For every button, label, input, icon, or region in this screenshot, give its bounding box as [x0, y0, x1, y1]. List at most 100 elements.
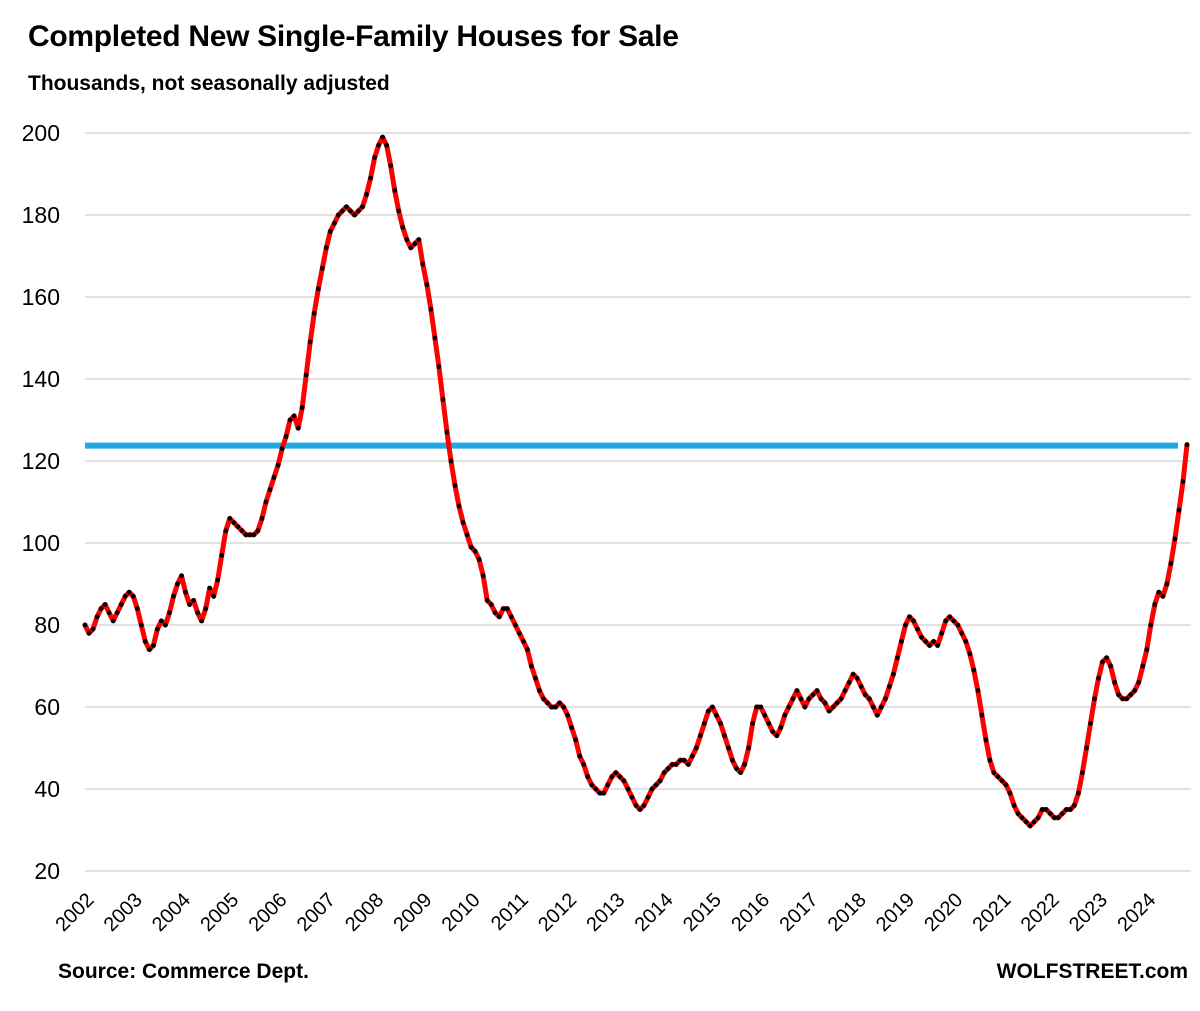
data-point-marker	[315, 286, 321, 292]
data-point-marker	[191, 598, 197, 603]
data-point-marker	[207, 585, 213, 591]
data-point-marker	[645, 794, 651, 800]
data-point-marker	[147, 647, 152, 652]
data-point-marker	[138, 622, 144, 628]
data-point-marker	[573, 737, 579, 743]
data-point-marker	[1108, 663, 1113, 669]
data-point-marker	[1116, 692, 1121, 698]
data-point-marker	[98, 606, 104, 611]
x-axis-tick-label: 2021	[969, 889, 1016, 936]
data-point-marker	[356, 208, 361, 214]
data-point-marker	[919, 634, 924, 640]
data-point-marker	[496, 614, 502, 620]
data-point-marker	[963, 639, 969, 644]
data-point-marker	[106, 610, 112, 616]
data-point-marker	[689, 753, 695, 759]
data-point-marker	[283, 434, 289, 439]
y-axis-tick-label: 20	[34, 858, 60, 884]
data-point-marker	[698, 733, 703, 739]
data-point-marker	[806, 696, 812, 702]
x-axis-tick-label: 2003	[100, 889, 147, 936]
data-point-marker	[179, 573, 184, 579]
x-axis-tick-label: 2005	[196, 889, 243, 936]
data-point-marker	[344, 204, 349, 210]
data-point-marker	[251, 532, 257, 538]
data-point-marker	[380, 134, 385, 140]
data-point-marker	[734, 766, 739, 771]
data-point-marker	[517, 630, 522, 636]
data-point-marker	[854, 675, 860, 681]
data-point-marker	[1055, 815, 1061, 821]
data-point-marker	[388, 163, 394, 169]
data-point-marker	[794, 688, 800, 693]
data-point-marker	[903, 622, 908, 628]
data-point-marker	[368, 175, 373, 181]
data-point-marker	[593, 786, 599, 792]
data-point-marker	[613, 770, 619, 775]
data-point-marker	[1172, 536, 1178, 542]
data-point-marker	[565, 712, 570, 718]
data-point-marker	[247, 532, 253, 538]
data-point-marker	[227, 516, 233, 521]
data-point-marker	[82, 622, 88, 628]
data-point-marker	[1035, 815, 1041, 821]
data-point-marker	[130, 593, 136, 599]
data-point-marker	[681, 757, 687, 763]
data-point-marker	[223, 528, 229, 534]
data-point-marker	[364, 192, 369, 197]
data-point-marker	[706, 708, 711, 714]
data-point-marker	[649, 786, 655, 792]
data-point-marker	[814, 688, 820, 693]
data-point-marker	[400, 224, 406, 230]
data-point-marker	[1144, 647, 1150, 652]
data-point-marker	[332, 220, 337, 226]
data-point-marker	[239, 528, 245, 534]
data-point-marker	[810, 692, 816, 698]
data-point-marker	[348, 208, 353, 214]
x-axis-tick-label: 2017	[775, 889, 822, 936]
data-point-marker	[553, 704, 558, 710]
data-point-marker	[102, 602, 108, 607]
data-point-marker	[838, 696, 844, 702]
data-point-marker	[549, 704, 554, 710]
data-point-marker	[1068, 807, 1073, 812]
x-axis-tick-label: 2016	[727, 889, 774, 936]
data-point-marker	[484, 598, 490, 603]
data-point-marker	[500, 606, 506, 611]
data-point-marker	[126, 589, 132, 595]
data-point-marker	[870, 704, 876, 710]
data-point-marker	[171, 593, 176, 599]
x-axis-tick-label: 2013	[582, 889, 629, 936]
data-point-marker	[94, 614, 100, 620]
data-point-marker	[557, 700, 562, 706]
data-point-marker	[754, 704, 760, 710]
data-point-marker	[1096, 675, 1101, 681]
data-point-marker	[219, 552, 225, 558]
data-point-marker	[420, 261, 426, 267]
data-point-marker	[665, 766, 671, 771]
data-point-marker	[685, 762, 691, 767]
data-point-marker	[1019, 815, 1025, 821]
data-point-marker	[424, 282, 430, 288]
data-point-marker	[376, 142, 381, 148]
data-point-marker	[987, 757, 993, 763]
y-axis-tick-label: 200	[22, 120, 60, 146]
data-point-marker	[971, 667, 977, 673]
data-point-marker	[1128, 692, 1134, 698]
data-point-marker	[589, 782, 595, 788]
data-point-marker	[1148, 622, 1154, 628]
x-axis-tick-label: 2006	[245, 889, 292, 936]
data-point-marker	[830, 704, 836, 710]
data-point-marker	[883, 696, 888, 702]
data-point-marker	[1063, 807, 1069, 812]
data-point-marker	[436, 364, 442, 370]
data-point-marker	[295, 425, 301, 431]
data-point-marker	[319, 265, 325, 271]
x-axis-tick-label: 2019	[872, 889, 919, 936]
x-axis-tick-label: 2007	[293, 889, 340, 936]
data-point-marker	[818, 696, 824, 702]
data-point-marker	[1088, 721, 1093, 726]
y-axis-tick-label: 60	[34, 694, 60, 720]
data-point-marker	[352, 212, 357, 218]
data-point-marker	[778, 725, 784, 730]
